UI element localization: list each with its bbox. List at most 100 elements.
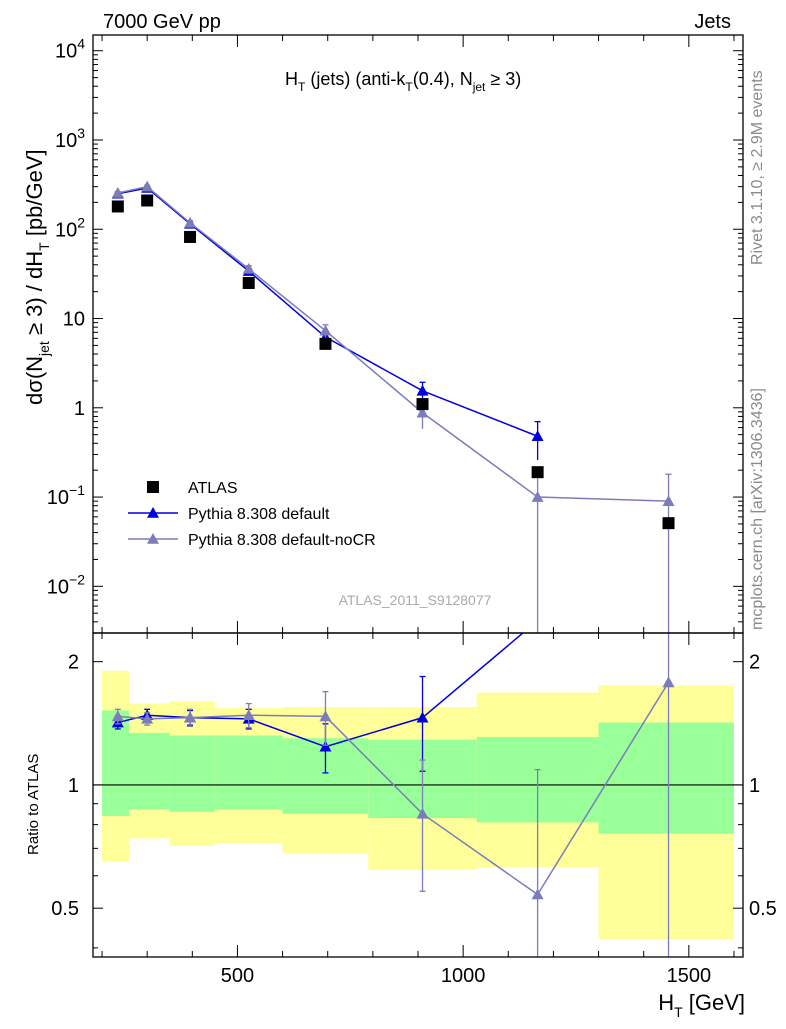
data-point	[319, 324, 332, 336]
ratio-point	[184, 711, 197, 723]
ratio-series	[111, 633, 675, 957]
legend-label: Pythia 8.308 default-noCR	[188, 532, 376, 549]
ratio-point	[111, 710, 124, 722]
ratio-point	[242, 709, 255, 721]
band-inner	[214, 735, 283, 810]
y-tick-label: 10	[63, 309, 85, 331]
data-point	[662, 517, 675, 530]
legend-marker	[147, 507, 159, 518]
x-tick-label: 500	[221, 965, 254, 987]
header-right: Jets	[694, 11, 731, 33]
band-inner	[129, 732, 170, 810]
main-ylabel-sub: jet	[36, 341, 52, 357]
data-point	[184, 230, 197, 243]
data-point	[416, 384, 429, 396]
plot-title: HT (jets) (anti-kT(0.4), Njet ≥ 3)	[285, 69, 521, 94]
title-sub: T	[405, 80, 413, 94]
ratio-y-tick-label: 0.5	[749, 898, 777, 920]
ratio-y-tick-label: 0.5	[51, 898, 79, 920]
ratio-y-tick-label: 2	[68, 652, 79, 674]
ratio-y-tick-label: 1	[749, 775, 760, 797]
data-point	[242, 262, 255, 274]
tick-exp: 4	[77, 36, 85, 52]
tick-exp: −2	[69, 571, 85, 587]
main-ylabel-part: ≥ 3) / dH	[22, 251, 47, 341]
analysis-id: ATLAS_2011_S9128077	[339, 592, 492, 608]
ratio-point	[416, 807, 429, 819]
main-ylabel: dσ(Njet ≥ 3) / dHT [pb/GeV]	[22, 149, 52, 405]
xlabel-sub: T	[674, 1004, 683, 1020]
xlabel: HT [GeV]	[658, 990, 745, 1020]
tick-base: 10	[47, 487, 69, 509]
data-point	[416, 406, 429, 418]
main-ylabel-part: [pb/GeV]	[22, 149, 47, 242]
header-left: 7000 GeV pp	[103, 11, 221, 33]
ratio-ylabel: Ratio to ATLAS	[25, 754, 42, 855]
main-ylabel-part: dσ(N	[22, 356, 47, 405]
tick-base: 10	[55, 219, 77, 241]
tick-exp: 3	[77, 125, 85, 141]
data-point	[531, 491, 544, 502]
tick-base: 10	[63, 309, 85, 331]
legend-label: Pythia 8.308 default	[188, 506, 330, 523]
rivet-label: Rivet 3.1.10, ≥ 2.9M events	[749, 70, 766, 265]
ratio-point	[319, 710, 332, 722]
ratio-point	[319, 740, 332, 752]
ratio-y-tick-label: 1	[68, 775, 79, 797]
data-point	[111, 186, 124, 198]
title-sub: jet	[472, 80, 486, 94]
x-tick-label: 1000	[441, 965, 486, 987]
tick-exp: −1	[69, 482, 85, 498]
data-point	[531, 466, 544, 479]
y-tick-label: 103	[55, 125, 85, 152]
ratio-line	[117, 682, 670, 896]
data-point	[184, 216, 197, 228]
tick-base: 1	[74, 398, 85, 420]
ratio-point	[662, 676, 675, 688]
legend-marker	[147, 481, 159, 493]
data-point	[319, 337, 332, 350]
title-part: (0.4), N	[413, 69, 473, 89]
data-point	[242, 276, 255, 289]
legend-marker	[147, 533, 159, 544]
band-inner	[169, 735, 215, 812]
data-point	[141, 194, 154, 207]
ratio-y-tick-label: 2	[749, 652, 760, 674]
xlabel-part: H	[658, 990, 674, 1015]
tick-base: 10	[47, 576, 69, 598]
tick-exp: 2	[77, 214, 85, 230]
y-tick-label: 10−2	[47, 571, 85, 598]
ratio-uncertainty-bands	[102, 670, 734, 940]
title-part: (jets) (anti-k	[305, 69, 406, 89]
data-point	[141, 180, 154, 192]
tick-base: 10	[55, 41, 77, 63]
legend: ATLAS Pythia 8.308 default Pythia 8.308 de…	[128, 480, 376, 549]
band-inner	[102, 710, 130, 816]
data-point	[111, 200, 124, 213]
tick-base: 10	[55, 130, 77, 152]
title-part: H	[285, 69, 298, 89]
y-tick-label: 10−1	[47, 482, 85, 509]
main-series	[111, 180, 675, 633]
main-ylabel-sub: T	[36, 242, 52, 251]
ratio-point	[141, 712, 154, 724]
series-line	[117, 185, 669, 502]
data-point	[531, 430, 544, 442]
data-point	[416, 398, 429, 411]
band-inner	[598, 722, 734, 834]
ratio-point	[531, 888, 544, 900]
series-line	[117, 187, 538, 437]
mcplots-label: mcplots.cern.ch [arXiv:1306.3436]	[749, 388, 766, 630]
y-tick-label: 104	[55, 36, 85, 63]
data-point	[662, 495, 675, 506]
y-tick-label: 102	[55, 214, 85, 241]
legend-label: ATLAS	[188, 480, 238, 497]
y-tick-label: 1	[74, 398, 85, 420]
ratio-point	[416, 711, 429, 723]
title-sub: T	[298, 80, 306, 94]
x-tick-label: 1500	[667, 965, 712, 987]
title-part: ≥ 3)	[485, 69, 521, 89]
